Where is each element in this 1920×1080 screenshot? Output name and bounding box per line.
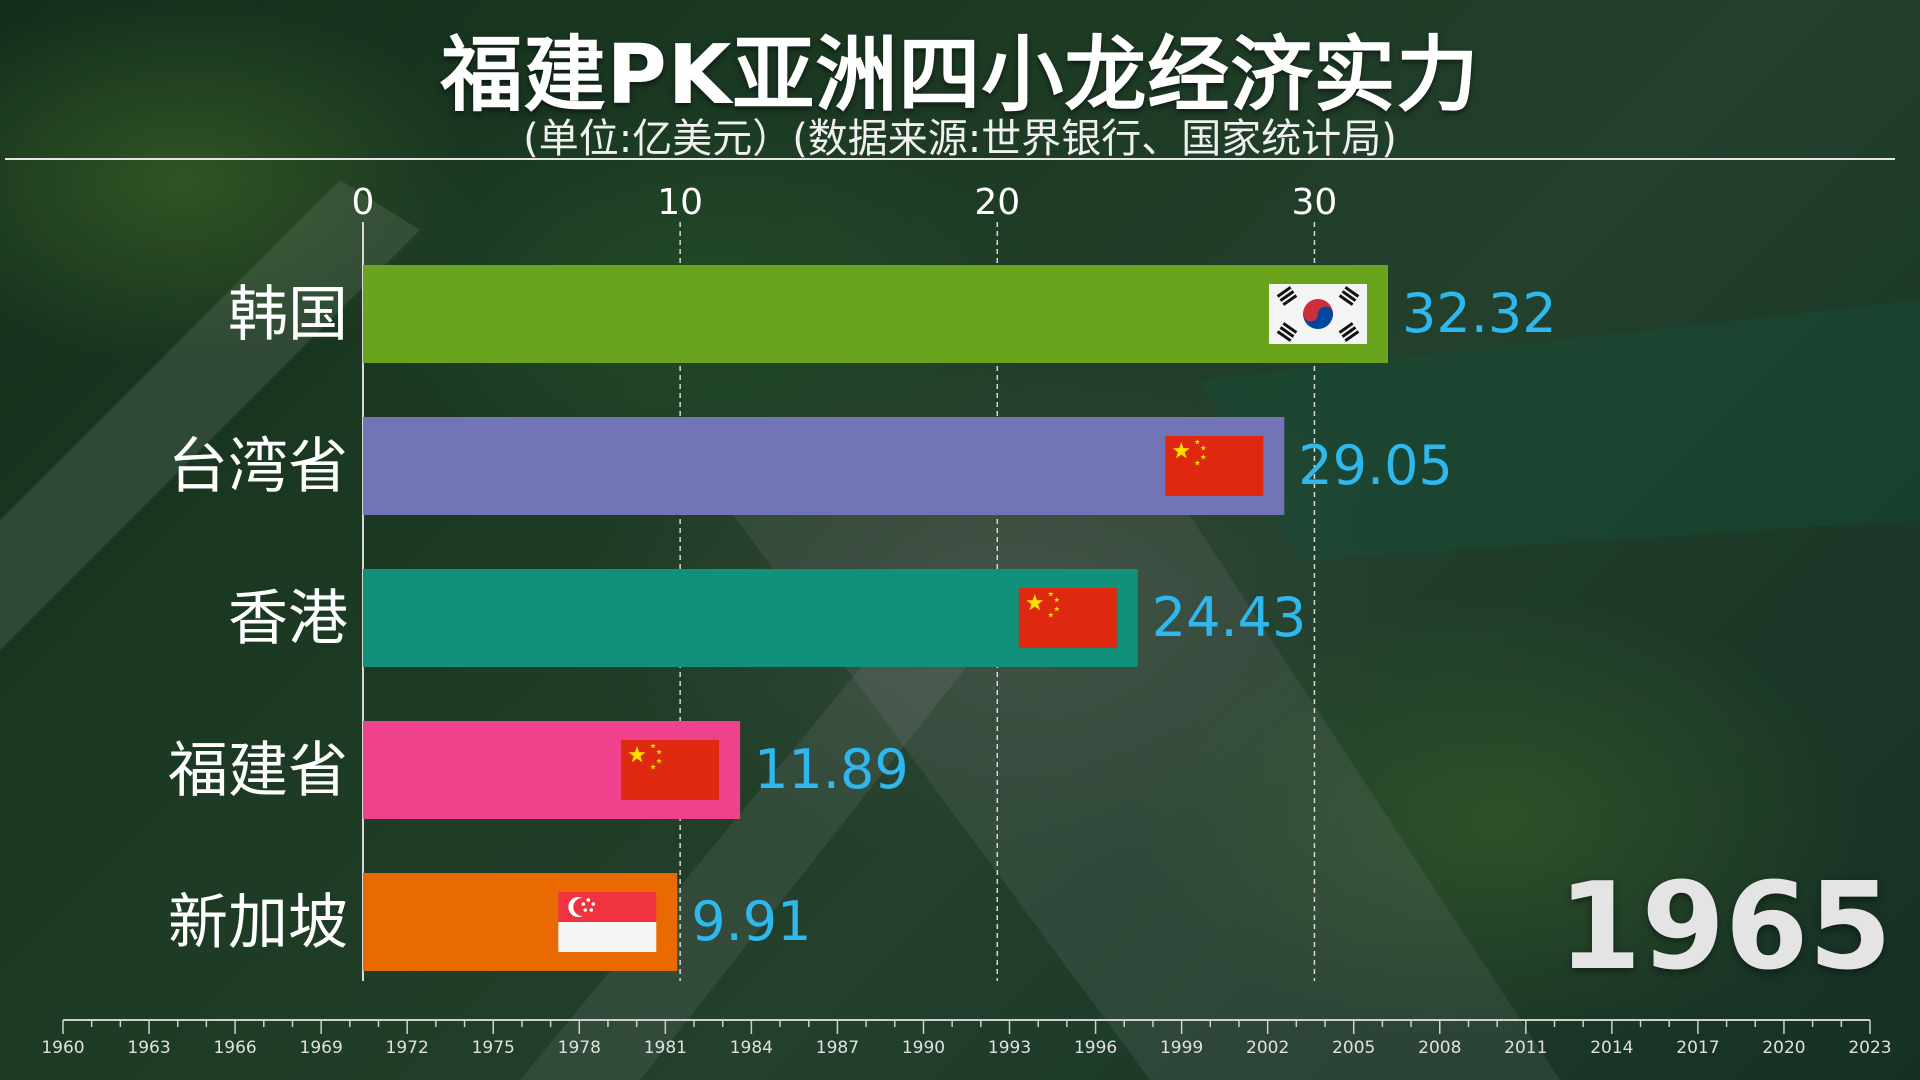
timeline-year-label: 1999 <box>1160 1038 1203 1058</box>
timeline-year-label: 1969 <box>300 1038 343 1058</box>
x-tick-label: 20 <box>974 182 1020 223</box>
timeline-year-label: 2014 <box>1590 1038 1633 1058</box>
timeline-year-label: 1975 <box>472 1038 515 1058</box>
timeline-year-label: 1963 <box>127 1038 170 1058</box>
chart-subtitle: (单位:亿美元）(数据来源:世界银行、国家统计局) <box>523 116 1397 162</box>
value-label: 24.43 <box>1152 586 1307 649</box>
timeline-year-label: 1960 <box>41 1038 84 1058</box>
timeline-year-label: 1990 <box>902 1038 945 1058</box>
timeline-year-label: 1981 <box>644 1038 687 1058</box>
category-label: 台湾省 <box>168 432 348 502</box>
china-flag-icon <box>1018 588 1117 648</box>
category-label: 福建省 <box>168 736 348 806</box>
timeline-year-label: 2023 <box>1848 1038 1891 1058</box>
x-tick-label: 30 <box>1292 182 1338 223</box>
title-divider <box>5 158 1895 160</box>
category-label: 韩国 <box>228 280 348 350</box>
timeline-year-label: 2011 <box>1504 1038 1547 1058</box>
bar <box>363 417 1285 515</box>
timeline-year-label: 2020 <box>1762 1038 1805 1058</box>
timeline-year-label: 1972 <box>386 1038 429 1058</box>
chart-title: 福建PK亚洲四小龙经济实力 <box>440 28 1480 123</box>
timeline-year-label: 2017 <box>1676 1038 1719 1058</box>
value-label: 32.32 <box>1402 282 1557 345</box>
x-tick-label: 0 <box>352 182 375 223</box>
bar <box>363 569 1138 667</box>
bar <box>363 265 1388 363</box>
value-label: 9.91 <box>691 890 811 953</box>
current-year: 1965 <box>1558 858 1892 997</box>
timeline-year-label: 1984 <box>730 1038 773 1058</box>
timeline-year-label: 2002 <box>1246 1038 1289 1058</box>
timeline-year-label: 1966 <box>213 1038 256 1058</box>
timeline-year-label: 1987 <box>816 1038 859 1058</box>
value-label: 29.05 <box>1298 434 1453 497</box>
timeline-year-label: 1996 <box>1074 1038 1117 1058</box>
china-flag-icon <box>621 740 720 800</box>
timeline-year-label: 1993 <box>988 1038 1031 1058</box>
value-label: 11.89 <box>754 738 909 801</box>
category-label: 香港 <box>228 584 348 654</box>
singapore-flag-icon <box>558 892 657 952</box>
timeline-year-label: 2005 <box>1332 1038 1375 1058</box>
timeline-year-label: 2008 <box>1418 1038 1461 1058</box>
timeline-year-label: 1978 <box>558 1038 601 1058</box>
south-korea-flag-icon <box>1269 284 1367 344</box>
x-tick-label: 10 <box>657 182 703 223</box>
category-label: 新加坡 <box>168 888 348 958</box>
china-flag-icon <box>1165 436 1264 496</box>
